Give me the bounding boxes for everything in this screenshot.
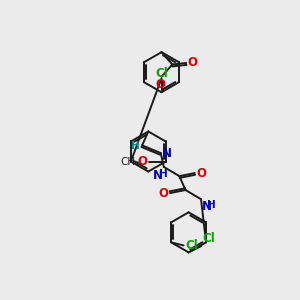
Text: H: H	[159, 169, 167, 179]
Text: O: O	[196, 167, 206, 180]
Text: H: H	[131, 141, 140, 151]
Text: Cl: Cl	[202, 232, 215, 245]
Text: N: N	[153, 169, 163, 182]
Text: N: N	[202, 200, 212, 213]
Text: O: O	[188, 56, 198, 69]
Text: N: N	[162, 147, 172, 160]
Text: O: O	[158, 187, 169, 200]
Text: Cl: Cl	[185, 239, 198, 252]
Text: O: O	[137, 155, 147, 168]
Text: CH₃: CH₃	[120, 157, 140, 166]
Text: Cl: Cl	[155, 67, 168, 80]
Text: H: H	[207, 200, 216, 210]
Text: O: O	[156, 78, 166, 91]
